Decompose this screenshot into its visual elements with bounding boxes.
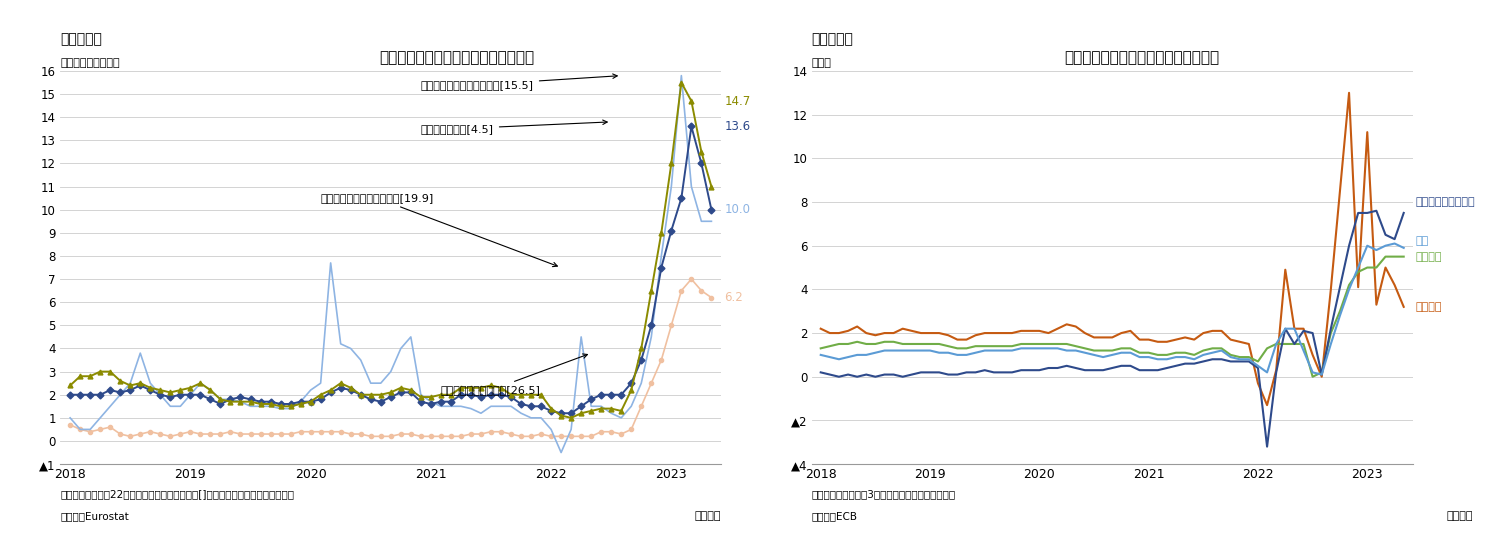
Text: （図表４）: （図表４）	[812, 33, 854, 46]
Text: （月次）: （月次）	[694, 511, 721, 521]
Text: 財（エネルギー除く）[26.5]: 財（エネルギー除く）[26.5]	[440, 354, 588, 395]
Text: 6.2: 6.2	[724, 291, 742, 304]
Text: （月次）: （月次）	[1446, 511, 1473, 521]
Text: （図表３）: （図表３）	[60, 33, 102, 46]
Text: 10.0: 10.0	[724, 203, 750, 216]
Text: 総合指数: 総合指数	[1416, 302, 1441, 312]
Text: （資料）Eurostat: （資料）Eurostat	[60, 511, 129, 521]
Text: （％）: （％）	[812, 57, 831, 68]
Text: サービス: サービス	[1416, 252, 1441, 262]
Text: （注）ユーロ圏は22年まで１９か国のデータ、[]内は総合指数に対するウェイト: （注）ユーロ圏は22年まで１９か国のデータ、[]内は総合指数に対するウェイト	[60, 489, 295, 499]
Text: エネルギーを除く財: エネルギーを除く財	[1416, 197, 1474, 207]
Text: 14.7: 14.7	[724, 94, 750, 108]
Text: （資料）ECB: （資料）ECB	[812, 511, 858, 521]
Text: コア: コア	[1416, 236, 1429, 246]
Text: うち加工食品・アルコール[15.5]: うち加工食品・アルコール[15.5]	[421, 74, 618, 90]
Title: ユーロ圏の飲食料価格の上昇率と内訳: ユーロ圏の飲食料価格の上昇率と内訳	[379, 51, 535, 66]
Text: 飲食料（アルコール含む）[19.9]: 飲食料（アルコール含む）[19.9]	[320, 193, 558, 266]
Text: （注）季節調整値の3か月平均３か月前比年率換算: （注）季節調整値の3か月平均３か月前比年率換算	[812, 489, 956, 499]
Text: （前年同月比、％）: （前年同月比、％）	[60, 57, 120, 68]
Text: 13.6: 13.6	[724, 120, 750, 133]
Text: うち未加工食品[4.5]: うち未加工食品[4.5]	[421, 120, 607, 134]
Title: ユーロ圏のインフレ率（季節調整値）: ユーロ圏のインフレ率（季節調整値）	[1064, 51, 1220, 66]
